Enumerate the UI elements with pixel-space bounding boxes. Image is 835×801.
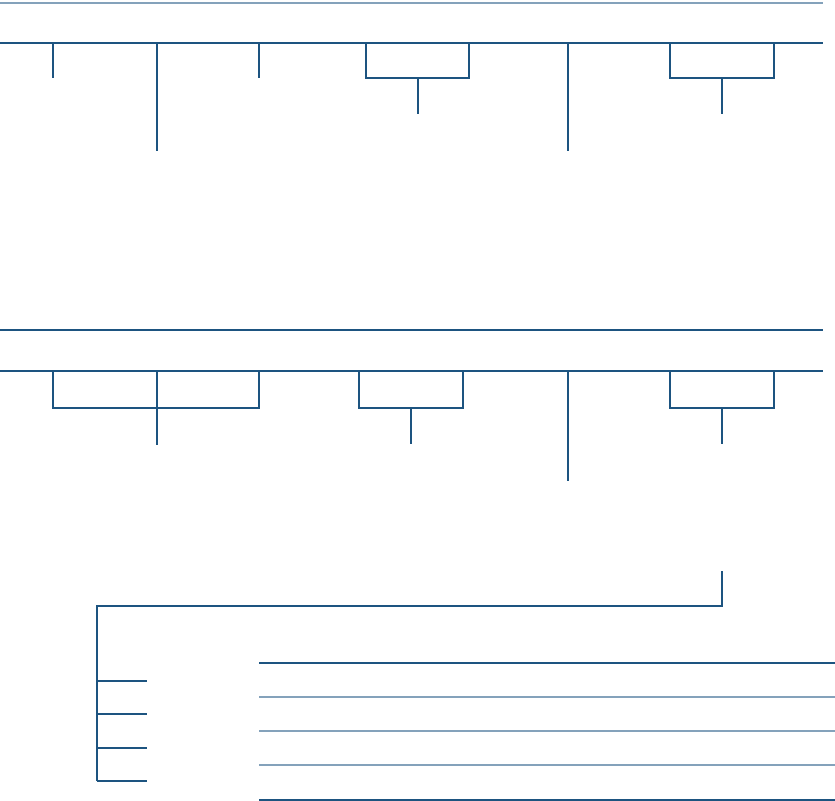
- detail-section: [96, 571, 835, 801]
- top-section: [0, 2, 823, 151]
- bracket: [365, 43, 470, 79]
- bracket: [669, 371, 775, 409]
- bottom-section: [0, 329, 823, 481]
- connector: [96, 571, 723, 781]
- bracket: [669, 43, 775, 79]
- bracket: [358, 371, 464, 409]
